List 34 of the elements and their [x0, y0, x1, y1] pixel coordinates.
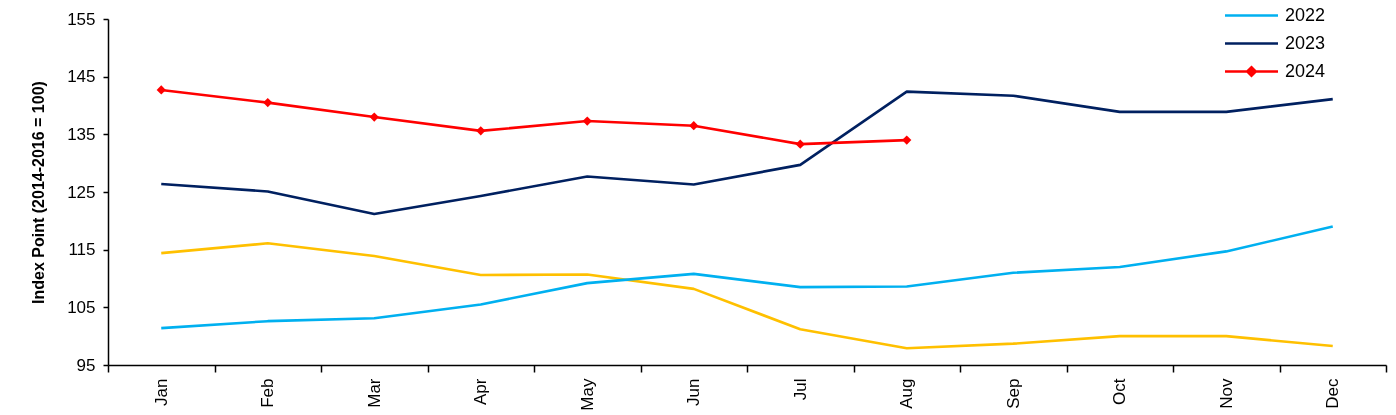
x-tick-label: Aug [897, 378, 917, 409]
point [476, 126, 486, 136]
legend-label: 2023 [1285, 32, 1326, 53]
point [582, 116, 592, 126]
line-series [159, 225, 1335, 330]
x-tick-label: Jan [151, 378, 171, 406]
x-tick-label: Mar [364, 378, 384, 408]
legend-label: 2024 [1285, 60, 1326, 81]
x-tick-label: Sep [1003, 378, 1023, 409]
point [689, 121, 699, 131]
x-tick-label: Jun [684, 378, 704, 406]
y-tick-label: 145 [67, 67, 96, 87]
y-tick-label: 105 [67, 297, 96, 317]
x-tick-label: Dec [1323, 378, 1343, 409]
x-tick-label: Oct [1110, 378, 1130, 405]
point [369, 112, 379, 122]
point [156, 85, 166, 95]
legend-label: 2022 [1285, 4, 1326, 25]
point [795, 139, 805, 149]
line-series [159, 90, 1335, 216]
x-tick-label: Nov [1216, 378, 1236, 409]
y-tick-label: 125 [67, 182, 96, 202]
x-tick-label: Apr [471, 378, 491, 405]
y-axis-title: Index Point (2014-2016 = 100) [30, 81, 48, 304]
y-tick-label: 135 [67, 124, 96, 144]
y-tick-label: 115 [68, 240, 96, 260]
y-tick-label: 95 [76, 355, 96, 375]
y-tick-label: 155 [67, 9, 96, 29]
line-series [159, 242, 1335, 350]
point [263, 98, 273, 108]
point [902, 135, 912, 145]
x-tick-label: Jul [790, 378, 810, 401]
x-tick-label: Feb [258, 378, 278, 408]
x-tick-label: May [577, 378, 597, 411]
